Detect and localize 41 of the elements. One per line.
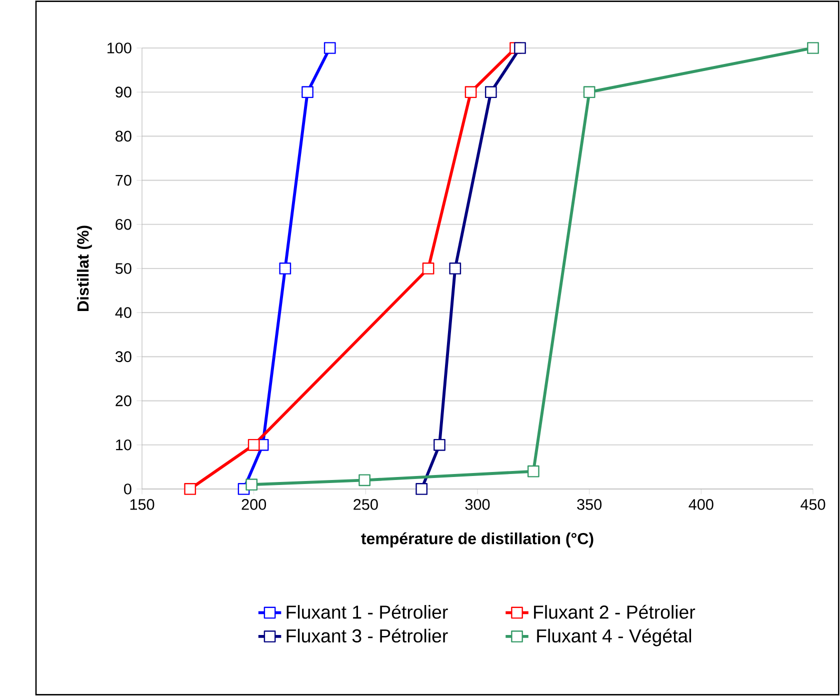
legend-label: Fluxant 1 - Pétrolier <box>286 604 448 619</box>
point <box>422 262 434 274</box>
x-tick-label: 300 <box>465 499 490 510</box>
point <box>449 262 462 274</box>
y-tick-label: 70 <box>116 174 132 186</box>
legend-label: Fluxant 4 - Végétal <box>537 628 692 646</box>
point <box>279 262 292 274</box>
y-tick-label: 10 <box>116 439 132 450</box>
point <box>807 42 819 54</box>
point <box>184 483 196 495</box>
y-tick-label: 20 <box>116 395 132 406</box>
x-tick-label: 400 <box>688 499 714 510</box>
point <box>302 86 314 98</box>
y-tick-label: 0 <box>124 484 132 494</box>
y-tick-label: 80 <box>116 130 132 142</box>
x-tick-label: 350 <box>577 499 602 510</box>
legend-label: Fluxant 3 - Pétrolier <box>286 628 448 643</box>
x-tick-label: 200 <box>242 499 266 510</box>
y-tick-label: 50 <box>116 263 132 274</box>
point <box>246 478 258 491</box>
x-tick-label: 250 <box>354 499 378 510</box>
x-axis-title: température de distillation (°C) <box>361 532 594 548</box>
point <box>514 42 526 54</box>
y-tick-label: 60 <box>116 218 132 230</box>
point <box>583 86 596 98</box>
y-tick-label: 100 <box>108 42 132 54</box>
y-tick-label: 30 <box>115 351 132 362</box>
y-tick-label: 90 <box>116 86 132 98</box>
point <box>358 474 370 486</box>
x-tick-label: 450 <box>800 499 826 510</box>
point <box>434 438 446 451</box>
y-axis-title: Distillat (%) <box>76 226 92 311</box>
point <box>484 86 497 98</box>
point <box>416 483 428 495</box>
point <box>527 465 540 478</box>
legend-label: Fluxant 2 - Pétrolier <box>534 604 696 619</box>
x-tick-label: 150 <box>130 499 154 510</box>
point <box>464 86 477 98</box>
point <box>324 42 336 54</box>
point <box>248 438 260 451</box>
y-tick-label: 40 <box>115 307 132 318</box>
